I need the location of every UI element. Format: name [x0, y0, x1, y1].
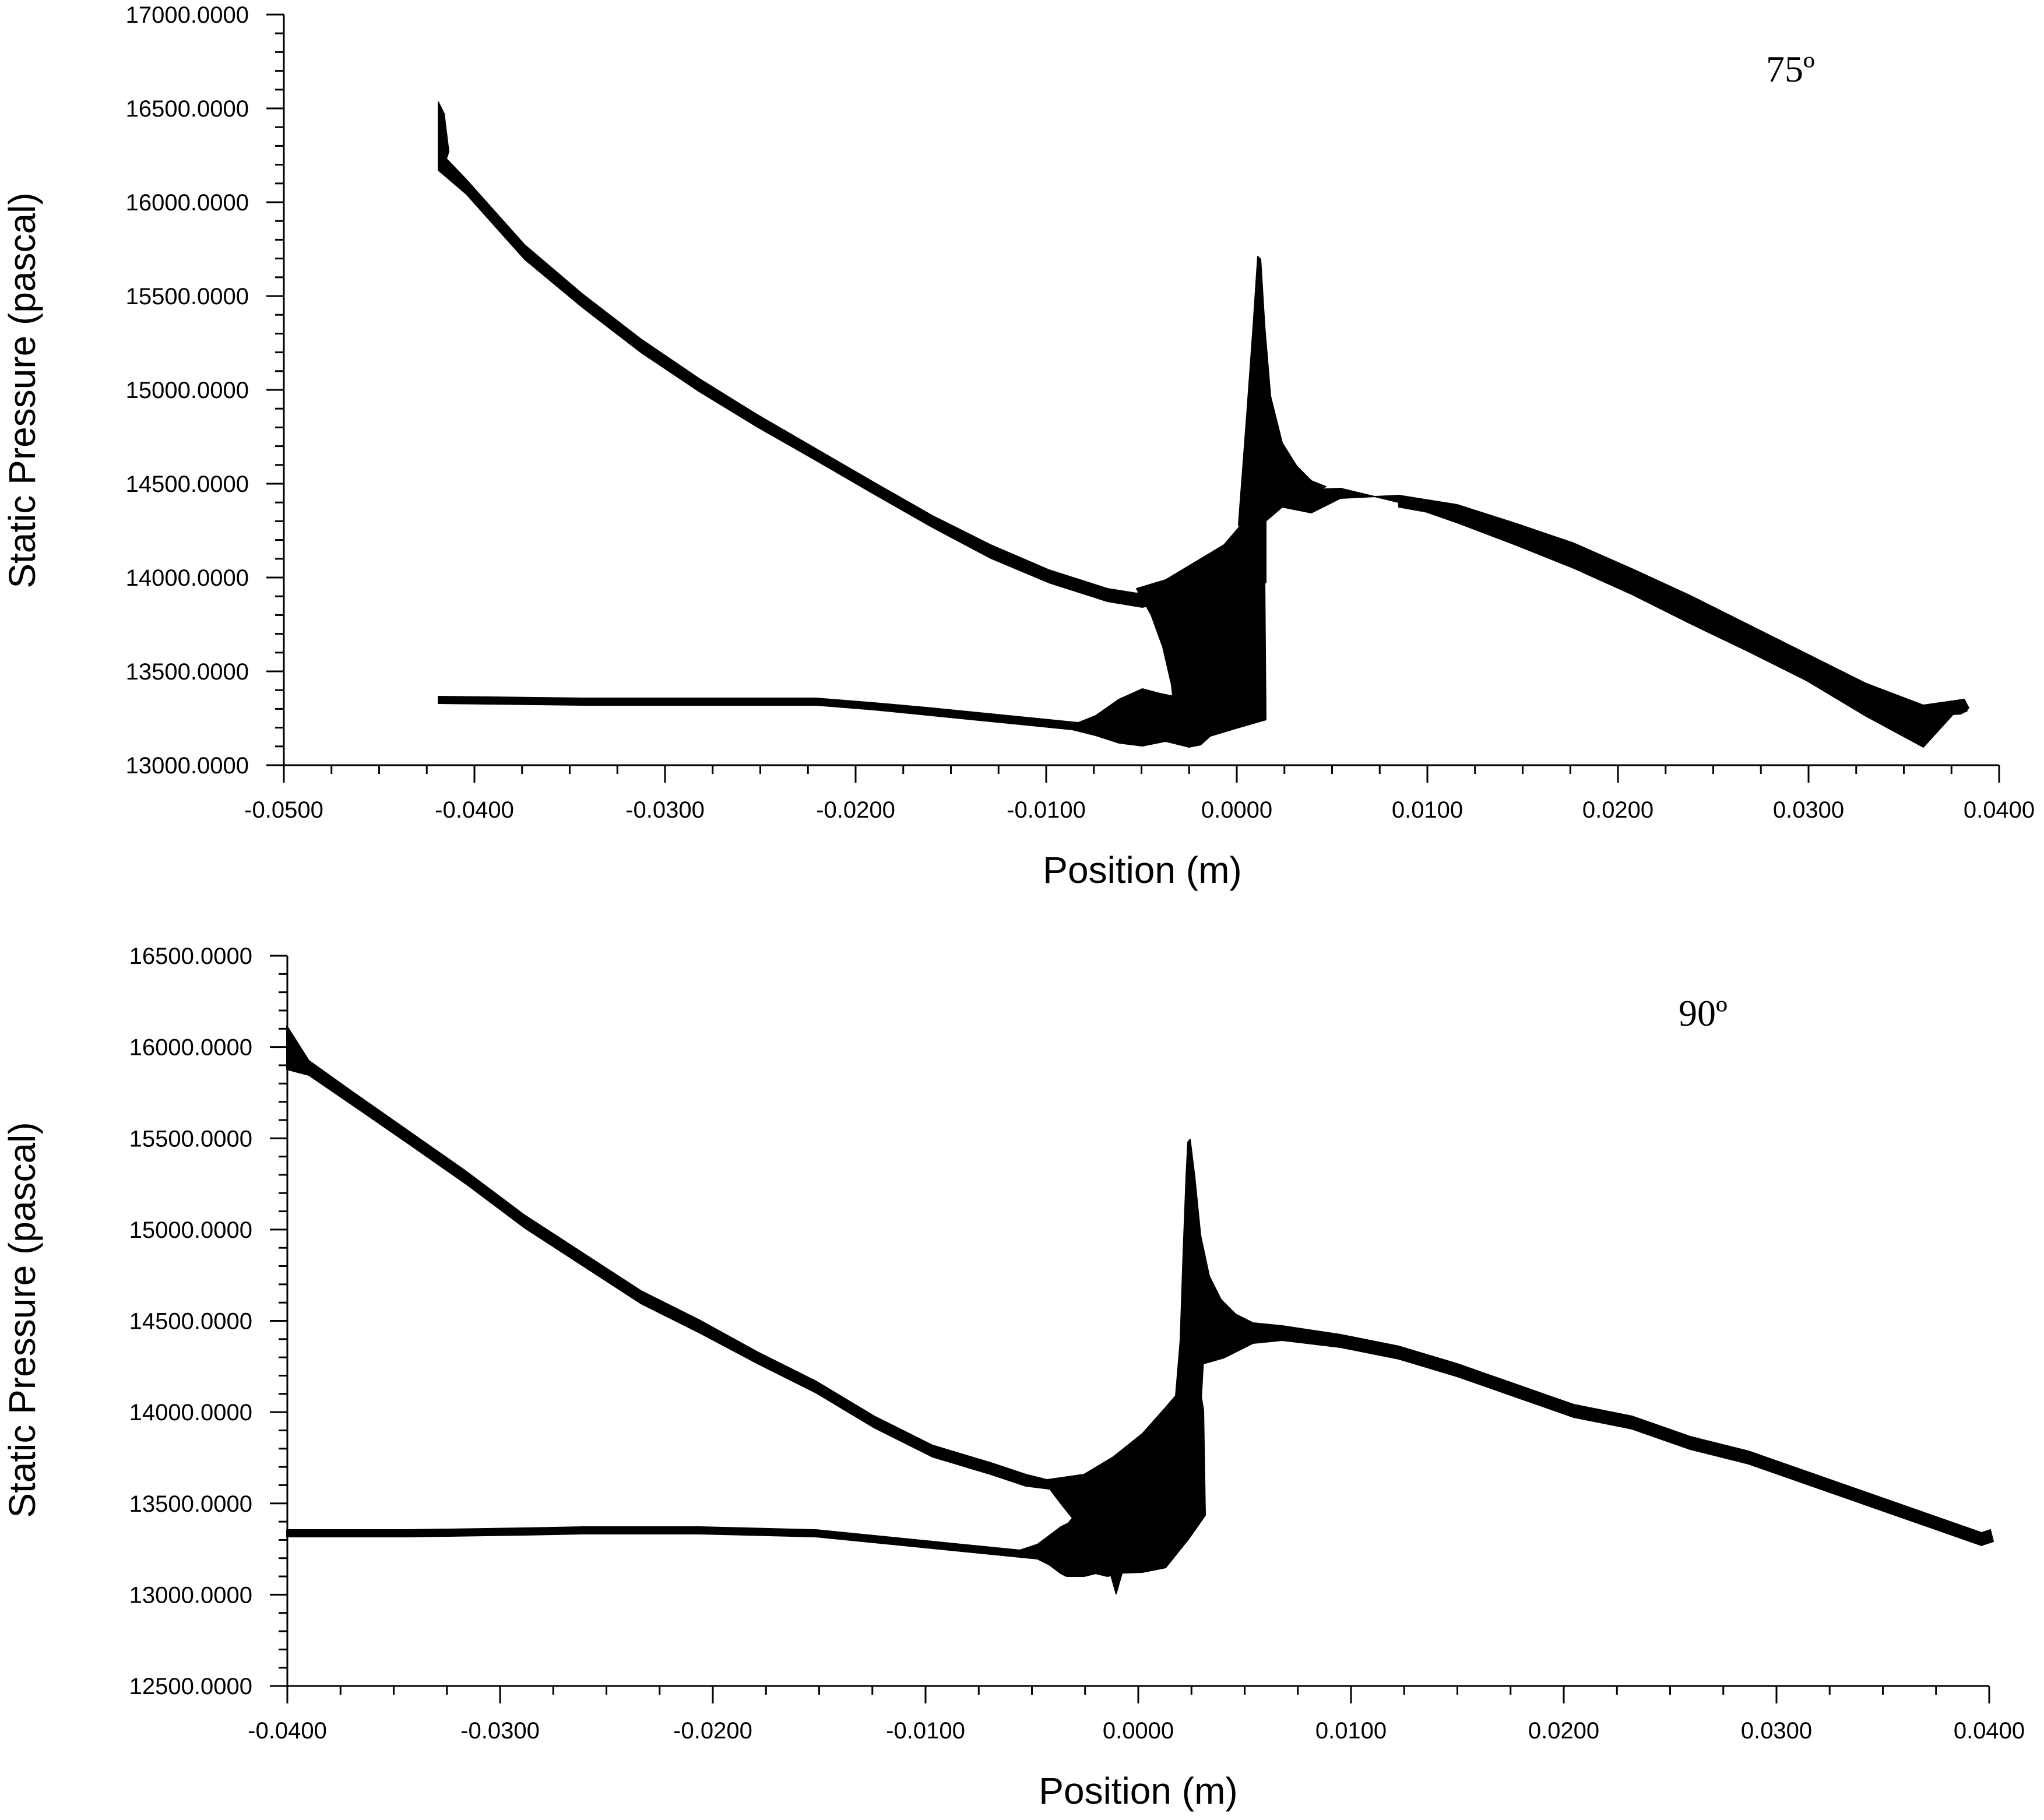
downstream-band: [1203, 1322, 1994, 1546]
downstream-band: [1398, 495, 1969, 717]
peak-band: [1238, 256, 1327, 583]
chart-75-degrees: 13000.0000 13500.0000 14000.0000 14500.0000…: [1, 2, 2035, 891]
y-tick-label: 13500.0000: [126, 659, 249, 685]
y-tick-label: 13000.0000: [126, 753, 249, 779]
y-tick-label: 16000.0000: [129, 1035, 252, 1061]
x-tick-label: -0.0500: [244, 797, 323, 823]
angle-label: 90º: [1679, 992, 1728, 1034]
y-tick-label: 12500.0000: [129, 1674, 252, 1699]
x-tick-label: 0.0400: [1964, 797, 2035, 823]
x-tick-label: 0.0000: [1103, 1718, 1174, 1744]
x-tick-label: -0.0300: [625, 797, 705, 823]
transition-band: [1136, 501, 1266, 740]
x-tick-label: -0.0100: [886, 1718, 965, 1744]
x-tick-label: -0.0400: [435, 797, 514, 823]
lower-branch-band: [438, 688, 1236, 748]
y-tick-label: 14500.0000: [126, 471, 249, 497]
y-axis-title: Static Pressure (pascal): [1, 1122, 43, 1518]
x-axis-title: Position (m): [1043, 849, 1241, 891]
y-tick-labels: 12500.0000 13000.0000 13500.0000 14000.0000…: [129, 944, 287, 1699]
lower-branch-band: [286, 1515, 1166, 1577]
chart-75-bands: [438, 101, 1969, 748]
y-tick-label: 16500.0000: [129, 944, 252, 969]
y-tick-labels: 13000.0000 13500.0000 14000.0000 14500.0000…: [126, 2, 284, 779]
y-tick-label: 13000.0000: [129, 1582, 252, 1608]
y-tick-label: 13500.0000: [129, 1491, 252, 1517]
chart-90-degrees: 12500.0000 13000.0000 13500.0000 14000.0000…: [1, 944, 2025, 1812]
downstream-band: [1261, 477, 1968, 748]
x-tick-labels: -0.0400 -0.0300 -0.0200 -0.0100 0.0000 0.0100…: [248, 1686, 2025, 1744]
x-tick-label: 0.0000: [1201, 797, 1272, 823]
y-tick-label: 15500.0000: [126, 284, 249, 309]
chart-90-bands: [286, 1025, 1994, 1594]
x-tick-label: 0.0100: [1392, 797, 1463, 823]
x-tick-label: 0.0200: [1528, 1718, 1599, 1744]
y-axis-title: Static Pressure (pascal): [1, 192, 43, 588]
x-tick-label: 0.0400: [1954, 1718, 2025, 1744]
angle-label: 75º: [1766, 48, 1815, 90]
x-tick-label: -0.0200: [816, 797, 895, 823]
y-tick-label: 16500.0000: [126, 96, 249, 122]
y-tick-label: 14000.0000: [129, 1400, 252, 1425]
x-tick-labels: -0.0500 -0.0400 -0.0300 -0.0200 -0.0100 0.000…: [244, 765, 2035, 823]
x-tick-label: 0.0100: [1315, 1718, 1387, 1744]
x-tick-label: 0.0300: [1741, 1718, 1812, 1744]
upper-branch-band: [438, 150, 1260, 608]
x-tick-label: -0.0300: [460, 1718, 540, 1744]
y-tick-label: 17000.0000: [126, 2, 249, 28]
y-tick-label: 15000.0000: [129, 1217, 252, 1243]
x-axis-title: Position (m): [1039, 1770, 1237, 1812]
y-tick-label: 15500.0000: [129, 1126, 252, 1152]
x-tick-label: 0.0300: [1773, 797, 1844, 823]
x-tick-label: 0.0200: [1582, 797, 1654, 823]
y-tick-label: 14000.0000: [126, 565, 249, 591]
peak-band: [1174, 1139, 1271, 1411]
y-tick-label: 16000.0000: [126, 190, 249, 216]
y-tick-label: 15000.0000: [126, 378, 249, 403]
x-tick-label: -0.0200: [673, 1718, 752, 1744]
x-tick-label: -0.0400: [248, 1718, 327, 1744]
x-tick-label: -0.0100: [1007, 797, 1086, 823]
y-tick-label: 14500.0000: [129, 1309, 252, 1335]
transition-band: [1043, 1357, 1206, 1574]
upper-branch-band: [286, 1025, 1190, 1490]
